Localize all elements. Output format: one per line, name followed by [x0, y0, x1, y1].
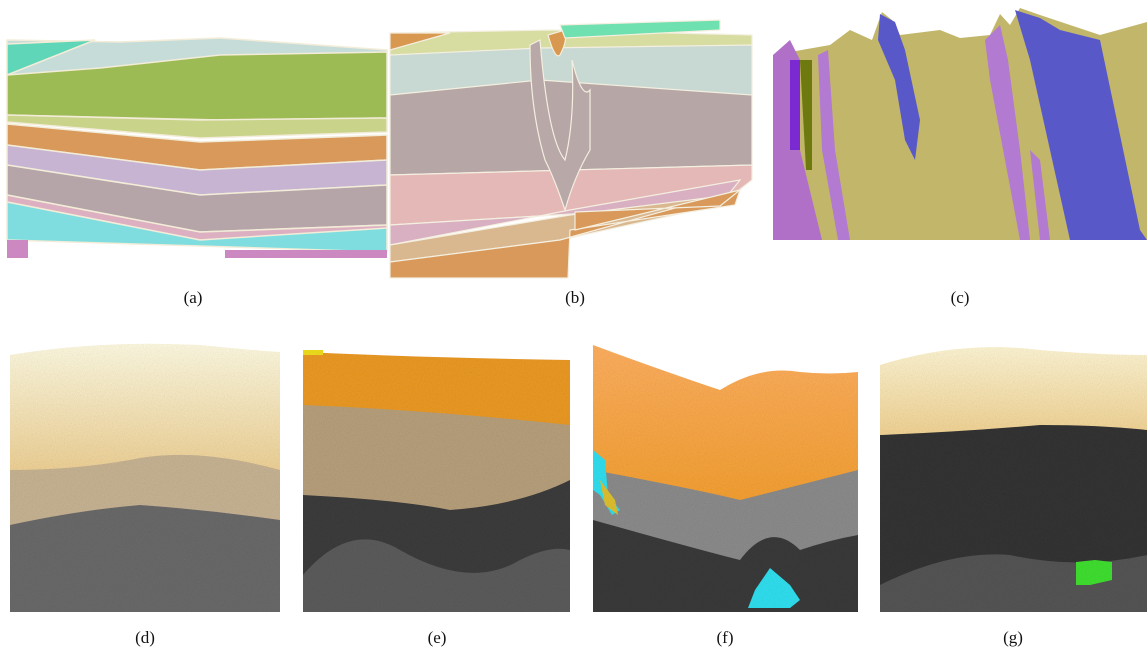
caption: (g)	[1003, 628, 1023, 647]
panel-e	[303, 350, 570, 612]
panel-g	[880, 347, 1147, 612]
caption: (a)	[184, 288, 203, 307]
panel-b	[390, 20, 752, 278]
caption: (c)	[951, 288, 970, 307]
caption: (d)	[135, 628, 155, 647]
caption: (f)	[717, 628, 734, 647]
panel-f	[593, 345, 858, 612]
panel-c	[773, 8, 1147, 240]
panel-d	[10, 344, 280, 612]
figure: (a) (b) (c) (d) (e) (f) (g)	[0, 0, 1147, 653]
panel-a	[7, 38, 387, 258]
caption: (b)	[565, 288, 585, 307]
caption: (e)	[428, 628, 447, 647]
